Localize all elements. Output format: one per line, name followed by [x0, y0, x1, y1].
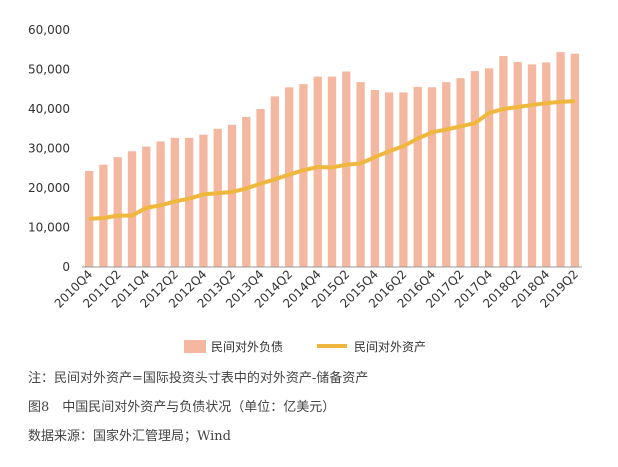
legend-label-assets: 民间对外资产	[354, 340, 426, 354]
bar-liabilities	[513, 61, 522, 268]
line-assets	[89, 99, 575, 221]
footnote: 注：民间对外资产=国际投资头寸表中的对外资产-储备资产	[28, 371, 369, 386]
bar-liabilities	[127, 151, 137, 267]
bar-liabilities	[113, 157, 122, 267]
bar-liabilities	[370, 90, 379, 267]
bar-liabilities	[470, 71, 479, 267]
legend-label-liabilities: 民间对外负债	[211, 340, 283, 354]
bar-liabilities	[399, 92, 408, 267]
legend: 民间对外负债 民间对外资产	[184, 340, 426, 354]
bar-liabilities	[327, 76, 337, 267]
bar-liabilities	[85, 171, 94, 267]
bar-liabilities	[213, 128, 222, 267]
y-axis-ticks: 0 10,000 20,000 30,000 40,000 50,000 60,000	[28, 23, 70, 274]
y-tick-label: 20,000	[28, 181, 70, 195]
figure-caption: 图8 中国民间对外资产与负债状况（单位：亿美元）	[28, 400, 336, 415]
bar-liabilities	[242, 116, 251, 268]
bar-liabilities	[456, 78, 465, 267]
bar-liabilities	[485, 68, 494, 267]
bar-liabilities	[385, 92, 394, 267]
bar-liabilities	[442, 82, 451, 267]
bar-liabilities	[256, 109, 265, 267]
y-tick-label: 40,000	[28, 102, 70, 116]
chart: 0 10,000 20,000 30,000 40,000 50,000 60,000 20…	[28, 23, 582, 354]
line-group	[89, 99, 575, 221]
bar-liabilities	[299, 84, 308, 268]
bar-liabilities	[356, 82, 365, 267]
y-tick-label: 50,000	[28, 63, 70, 77]
bar-liabilities	[313, 76, 322, 267]
x-axis-ticks: 2010Q42011Q22011Q42012Q22012Q42013Q22013…	[52, 267, 581, 311]
bar-liabilities	[342, 71, 351, 267]
y-tick-label: 0	[62, 260, 70, 274]
bar-liabilities	[227, 124, 237, 267]
y-tick-label: 30,000	[28, 142, 70, 156]
bar-liabilities	[413, 86, 422, 267]
bar-liabilities	[542, 62, 551, 267]
bar-liabilities	[285, 87, 294, 268]
bar-liabilities	[185, 137, 194, 267]
y-tick-label: 10,000	[28, 221, 70, 235]
bar-liabilities	[270, 96, 279, 267]
bars-group	[85, 52, 579, 268]
data-source: 数据来源：国家外汇管理局；Wind	[28, 429, 231, 444]
bar-liabilities	[427, 87, 437, 268]
bar-liabilities	[527, 64, 537, 268]
legend-swatch-liabilities	[184, 340, 206, 353]
bar-liabilities	[99, 164, 108, 267]
bar-liabilities	[199, 134, 208, 267]
y-tick-label: 60,000	[28, 23, 70, 37]
bar-liabilities	[570, 53, 579, 268]
bar-liabilities	[499, 56, 508, 267]
bar-liabilities	[556, 52, 565, 268]
